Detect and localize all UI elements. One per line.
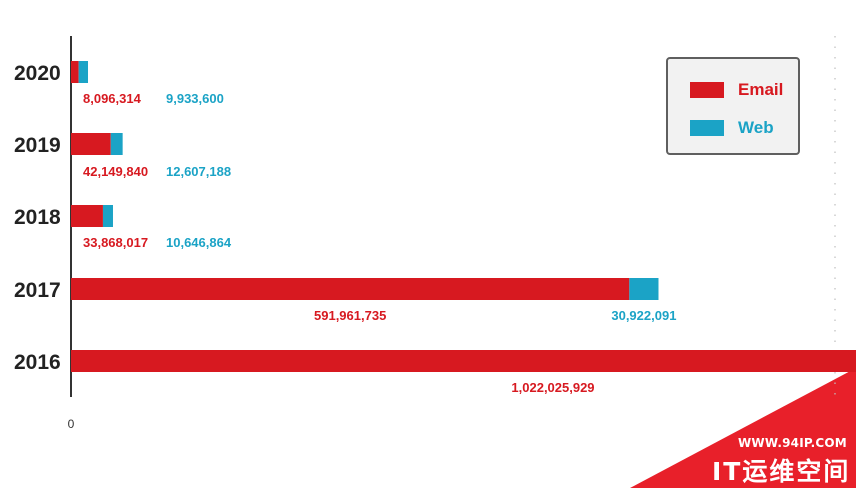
bar-email: [71, 61, 79, 83]
legend-item-web: Web: [690, 118, 774, 138]
data-label-email: 33,868,017: [83, 235, 148, 250]
y-tick-label: 2016: [14, 351, 61, 374]
data-label-email: 591,961,735: [314, 308, 386, 323]
bar-email: [71, 133, 111, 155]
bar-email: [71, 350, 856, 372]
data-label-email: 8,096,314: [83, 91, 142, 106]
legend-label-email: Email: [738, 80, 784, 99]
email-swatch: [690, 82, 724, 98]
watermark-triangle: [630, 368, 856, 488]
data-label-web: 10,646,864: [166, 235, 232, 250]
data-label-web: 12,607,188: [166, 164, 231, 179]
y-tick-label: 2019: [14, 134, 61, 157]
data-label-email: 1,022,025,929: [511, 380, 594, 395]
data-label-web: 30,922,091: [611, 308, 676, 323]
legend-label-web: Web: [738, 118, 774, 137]
web-swatch: [690, 120, 724, 136]
y-tick-label: 2020: [14, 62, 61, 85]
legend: Email Web: [666, 57, 800, 155]
bar-email: [71, 205, 103, 227]
watermark-title: IT运维空间: [712, 457, 851, 486]
bar-web: [102, 205, 113, 227]
legend-item-email: Email: [690, 80, 783, 100]
bar-web: [629, 278, 659, 300]
y-tick-label: 2017: [14, 279, 61, 302]
bar-web: [78, 61, 89, 83]
data-label-web: 9,933,600: [166, 91, 224, 106]
y-tick-label: 2018: [14, 206, 61, 229]
bar-email: [71, 278, 630, 300]
data-label-email: 42,149,840: [83, 164, 148, 179]
bar-web: [110, 133, 123, 155]
x-tick-label: 0: [68, 417, 75, 431]
watermark-url: WWW.94IP.COM: [738, 436, 847, 450]
